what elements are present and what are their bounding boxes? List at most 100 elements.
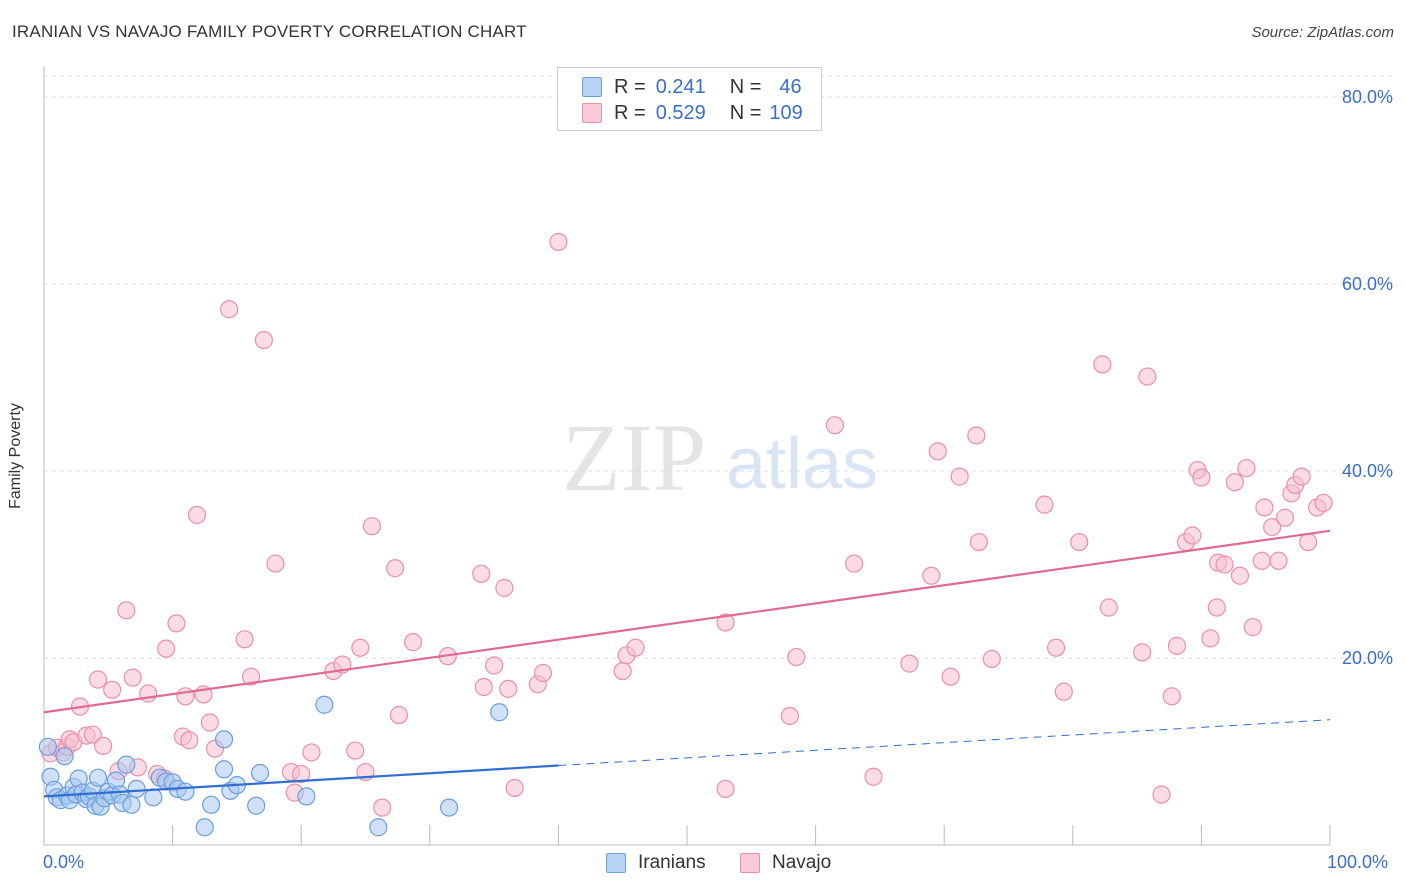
trend-lines bbox=[43, 529, 1331, 798]
r-value: 0.241 bbox=[655, 75, 706, 98]
navajo-point bbox=[241, 667, 261, 686]
navajo-point bbox=[928, 442, 947, 461]
navajo-point bbox=[485, 656, 504, 675]
iranians-point bbox=[247, 796, 266, 815]
navajo-point bbox=[780, 706, 799, 726]
navajo-point bbox=[1225, 473, 1244, 492]
n-value: 109 bbox=[769, 101, 803, 124]
stats-legend: R = 0.241 N = 46 R = 0.529 N = 109 bbox=[557, 67, 822, 131]
navajo-point bbox=[1255, 498, 1274, 517]
navajo-point bbox=[922, 566, 941, 585]
navajo-point bbox=[94, 736, 113, 755]
navajo-point bbox=[83, 725, 102, 744]
navajo-point bbox=[969, 532, 989, 552]
navajo-point bbox=[187, 505, 207, 525]
navajo-point bbox=[1054, 682, 1073, 701]
y-tick-label: 20.0% bbox=[1342, 648, 1393, 668]
iranians-trend-extension bbox=[558, 719, 1331, 767]
navajo-point bbox=[1162, 687, 1181, 706]
navajo-point bbox=[1299, 532, 1318, 552]
navajo-point bbox=[1243, 618, 1262, 637]
navajo-point bbox=[88, 670, 108, 689]
iranians-point bbox=[55, 747, 74, 766]
stats-legend-row-iranians: R = 0.241 N = 46 bbox=[582, 76, 802, 98]
navajo-point bbox=[254, 331, 274, 350]
watermark-zip: ZIP bbox=[562, 404, 706, 511]
navajo-point bbox=[533, 663, 553, 683]
y-tick-label: 80.0% bbox=[1342, 87, 1393, 107]
navajo-point bbox=[385, 559, 405, 578]
navajo-point bbox=[103, 680, 122, 699]
n-label: N = bbox=[729, 75, 762, 98]
iranians-point bbox=[297, 787, 316, 806]
navajo-point bbox=[1183, 526, 1202, 545]
navajo-point bbox=[235, 630, 254, 649]
n-value: 46 bbox=[779, 75, 802, 98]
navajo-point bbox=[474, 677, 493, 697]
iranians-point bbox=[490, 703, 509, 722]
navajo-point bbox=[1138, 367, 1157, 386]
navajo-point bbox=[351, 638, 370, 657]
navajo-point bbox=[716, 779, 735, 799]
iranians-point bbox=[127, 779, 146, 799]
navajo-trend-line bbox=[43, 529, 1331, 714]
axes bbox=[43, 66, 1331, 846]
navajo-point bbox=[825, 416, 844, 435]
iranians-point bbox=[250, 763, 270, 783]
navajo-point bbox=[1314, 493, 1333, 512]
navajo-point bbox=[900, 654, 919, 673]
navajo-point bbox=[167, 614, 186, 633]
navajo-point bbox=[1035, 495, 1054, 514]
navajo-point bbox=[864, 767, 883, 786]
navajo-point bbox=[1093, 355, 1112, 374]
watermark-atlas: atlas bbox=[726, 424, 878, 504]
iranians-point bbox=[176, 782, 195, 801]
navajo-point bbox=[1207, 598, 1226, 617]
navajo-point bbox=[389, 705, 409, 725]
x-tick-label-max: 100.0% bbox=[1327, 852, 1389, 872]
navajo-point bbox=[180, 731, 199, 750]
navajo-points bbox=[41, 232, 1333, 817]
navajo-point bbox=[1167, 636, 1187, 655]
navajo-point bbox=[982, 649, 1001, 669]
r-value: 0.529 bbox=[655, 101, 706, 124]
navajo-point bbox=[1269, 551, 1288, 570]
navajo-swatch bbox=[582, 103, 602, 123]
navajo-point bbox=[403, 633, 423, 652]
navajo-point bbox=[1215, 555, 1234, 574]
navajo-point bbox=[967, 426, 986, 445]
y-tick-label: 40.0% bbox=[1342, 461, 1393, 481]
navajo-point bbox=[1252, 551, 1271, 570]
iranians-point bbox=[195, 818, 214, 837]
source-credit: Source: ZipAtlas.com bbox=[1251, 24, 1394, 41]
navajo-point bbox=[1275, 508, 1295, 527]
legend-label-navajo: Navajo bbox=[772, 852, 832, 873]
navajo-point bbox=[362, 517, 382, 536]
navajo-point bbox=[1070, 532, 1089, 552]
navajo-point bbox=[549, 232, 568, 252]
navajo-point bbox=[1201, 629, 1220, 648]
navajo-point bbox=[1292, 467, 1311, 486]
iranians-legend-swatch bbox=[606, 853, 626, 873]
series-legend: Iranians Navajo bbox=[0, 852, 1406, 876]
navajo-point bbox=[292, 764, 311, 784]
iranians-point bbox=[88, 768, 108, 787]
chart-title: IRANIAN VS NAVAJO FAMILY POVERTY CORRELA… bbox=[12, 22, 527, 41]
iranians-point bbox=[439, 798, 459, 817]
y-tick-labels: 20.0% 40.0% 60.0% 80.0% bbox=[1342, 87, 1393, 668]
iranians-point bbox=[214, 730, 234, 749]
iranians-point bbox=[315, 695, 334, 714]
navajo-point bbox=[1230, 566, 1250, 585]
navajo-point bbox=[373, 798, 392, 817]
legend-item-iranians[interactable]: Iranians bbox=[606, 852, 706, 874]
navajo-point bbox=[200, 713, 219, 732]
navajo-point bbox=[472, 564, 491, 583]
legend-item-navajo[interactable]: Navajo bbox=[740, 852, 831, 874]
navajo-point bbox=[346, 741, 365, 760]
r-label: R = bbox=[614, 101, 646, 124]
r-label: R = bbox=[614, 75, 646, 98]
gridlines bbox=[44, 75, 1392, 659]
navajo-point bbox=[505, 778, 524, 798]
navajo-point bbox=[495, 578, 514, 597]
